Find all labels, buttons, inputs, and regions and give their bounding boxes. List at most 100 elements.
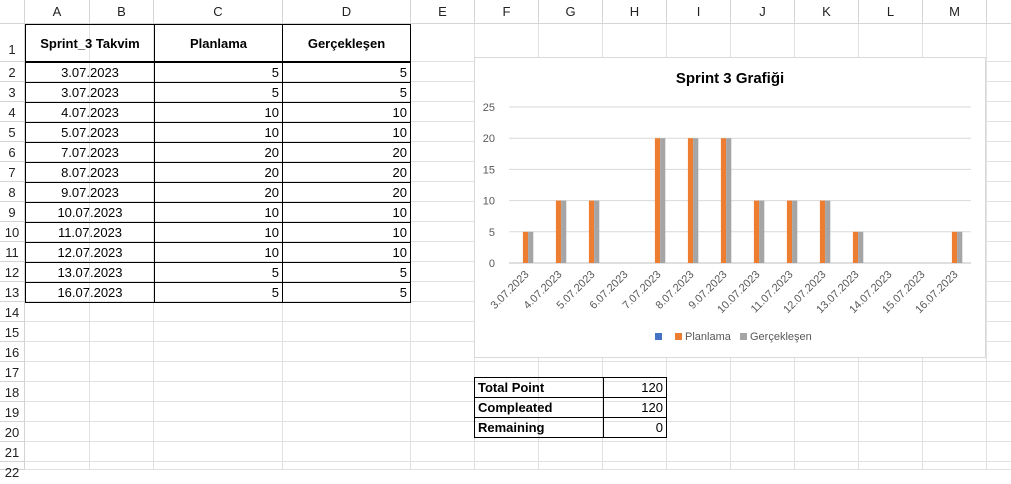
row-header-1[interactable]: 1 (0, 24, 25, 62)
header-gerceklesen[interactable]: Gerçekleşen (282, 24, 411, 62)
row-header-16[interactable]: 16 (0, 342, 25, 362)
column-header-f[interactable]: F (475, 0, 539, 24)
cell-plan[interactable]: 5 (154, 282, 283, 303)
row-header-22[interactable]: 22 (0, 462, 25, 480)
bar-planlama-6[interactable] (720, 138, 727, 263)
row-header-14[interactable]: 14 (0, 302, 25, 322)
column-header-j[interactable]: J (731, 0, 795, 24)
row-header-15[interactable]: 15 (0, 322, 25, 342)
row-header-5[interactable]: 5 (0, 122, 25, 142)
cell-actual[interactable]: 10 (282, 222, 411, 243)
column-header-a[interactable]: A (25, 0, 90, 24)
cell-plan[interactable]: 5 (154, 262, 283, 283)
column-header-i[interactable]: I (667, 0, 731, 24)
row-header-21[interactable]: 21 (0, 442, 25, 462)
row-header-3[interactable]: 3 (0, 82, 25, 102)
bar-gerçekleşen-6[interactable] (726, 138, 732, 263)
bar-chart[interactable]: Sprint 3 Grafiği 0 5 10 15 20 25 3.07.2023 4.07… (474, 57, 986, 358)
cell-date[interactable]: 12.07.2023 (25, 242, 155, 263)
bar-planlama-0[interactable] (522, 231, 529, 263)
column-header-d[interactable]: D (283, 0, 411, 24)
summary-label[interactable]: Remaining (474, 417, 604, 438)
cell-actual[interactable]: 5 (282, 282, 411, 303)
row-header-7[interactable]: 7 (0, 162, 25, 182)
row-header-18[interactable]: 18 (0, 382, 25, 402)
bar-planlama-9[interactable] (819, 200, 826, 263)
bar-gerçekleşen-2[interactable] (594, 200, 600, 263)
cell-plan[interactable]: 10 (154, 102, 283, 123)
column-header-e[interactable]: E (411, 0, 475, 24)
cell-plan[interactable]: 5 (154, 62, 283, 83)
bar-gerçekleşen-8[interactable] (792, 200, 798, 263)
summary-value[interactable]: 120 (603, 377, 667, 398)
bar-planlama-7[interactable] (753, 200, 760, 263)
select-all-corner[interactable] (0, 0, 25, 24)
cell-date[interactable]: 16.07.2023 (25, 282, 155, 303)
cell-date[interactable]: 4.07.2023 (25, 102, 155, 123)
summary-value[interactable]: 120 (603, 397, 667, 418)
bar-gerçekleşen-0[interactable] (528, 231, 534, 263)
cell-actual[interactable]: 10 (282, 242, 411, 263)
bar-planlama-8[interactable] (786, 200, 793, 263)
bar-planlama-4[interactable] (654, 138, 661, 263)
cell-plan[interactable]: 10 (154, 122, 283, 143)
cell-actual[interactable]: 20 (282, 182, 411, 203)
bar-gerçekleşen-7[interactable] (759, 200, 765, 263)
column-header-m[interactable]: M (923, 0, 987, 24)
bar-gerçekleşen-1[interactable] (561, 200, 567, 263)
cell-date[interactable]: 3.07.2023 (25, 62, 155, 83)
row-header-6[interactable]: 6 (0, 142, 25, 162)
cell-actual[interactable]: 5 (282, 262, 411, 283)
column-header-b[interactable]: B (90, 0, 154, 24)
bar-gerçekleşen-9[interactable] (825, 200, 831, 263)
bar-gerçekleşen-5[interactable] (693, 138, 699, 263)
cell-plan[interactable]: 10 (154, 202, 283, 223)
cell-plan[interactable]: 20 (154, 182, 283, 203)
cell-plan[interactable]: 20 (154, 142, 283, 163)
cell-date[interactable]: 3.07.2023 (25, 82, 155, 103)
row-header-20[interactable]: 20 (0, 422, 25, 442)
cell-date[interactable]: 13.07.2023 (25, 262, 155, 283)
column-header-c[interactable]: C (154, 0, 283, 24)
bar-planlama-1[interactable] (555, 200, 562, 263)
column-header-g[interactable]: G (539, 0, 603, 24)
header-planlama[interactable]: Planlama (154, 24, 283, 62)
row-header-10[interactable]: 10 (0, 222, 25, 242)
summary-label[interactable]: Compleated (474, 397, 604, 418)
row-header-13[interactable]: 13 (0, 282, 25, 302)
cell-actual[interactable]: 5 (282, 62, 411, 83)
cell-date[interactable]: 7.07.2023 (25, 142, 155, 163)
cell-actual[interactable]: 10 (282, 122, 411, 143)
column-header-overflow[interactable] (987, 0, 1011, 24)
cell-plan[interactable]: 10 (154, 242, 283, 263)
cell-plan[interactable]: 5 (154, 82, 283, 103)
cell-date[interactable]: 11.07.2023 (25, 222, 155, 243)
bar-planlama-5[interactable] (687, 138, 694, 263)
cell-actual[interactable]: 10 (282, 102, 411, 123)
column-header-h[interactable]: H (603, 0, 667, 24)
column-header-k[interactable]: K (795, 0, 859, 24)
cell-plan[interactable]: 20 (154, 162, 283, 183)
cell-actual[interactable]: 20 (282, 162, 411, 183)
bar-planlama-10[interactable] (852, 231, 859, 263)
column-header-l[interactable]: L (859, 0, 923, 24)
summary-value[interactable]: 0 (603, 417, 667, 438)
row-header-9[interactable]: 9 (0, 202, 25, 222)
cell-actual[interactable]: 20 (282, 142, 411, 163)
cell-actual[interactable]: 10 (282, 202, 411, 223)
bar-planlama-2[interactable] (588, 200, 595, 263)
header-date[interactable]: Sprint_3 Takvim (25, 24, 155, 62)
row-header-2[interactable]: 2 (0, 62, 25, 82)
cell-date[interactable]: 10.07.2023 (25, 202, 155, 223)
bar-gerçekleşen-4[interactable] (660, 138, 666, 263)
row-header-17[interactable]: 17 (0, 362, 25, 382)
row-header-8[interactable]: 8 (0, 182, 25, 202)
cell-actual[interactable]: 5 (282, 82, 411, 103)
row-header-12[interactable]: 12 (0, 262, 25, 282)
bar-gerçekleşen-10[interactable] (858, 231, 864, 263)
cell-plan[interactable]: 10 (154, 222, 283, 243)
row-header-4[interactable]: 4 (0, 102, 25, 122)
cell-date[interactable]: 8.07.2023 (25, 162, 155, 183)
row-header-19[interactable]: 19 (0, 402, 25, 422)
cell-date[interactable]: 9.07.2023 (25, 182, 155, 203)
